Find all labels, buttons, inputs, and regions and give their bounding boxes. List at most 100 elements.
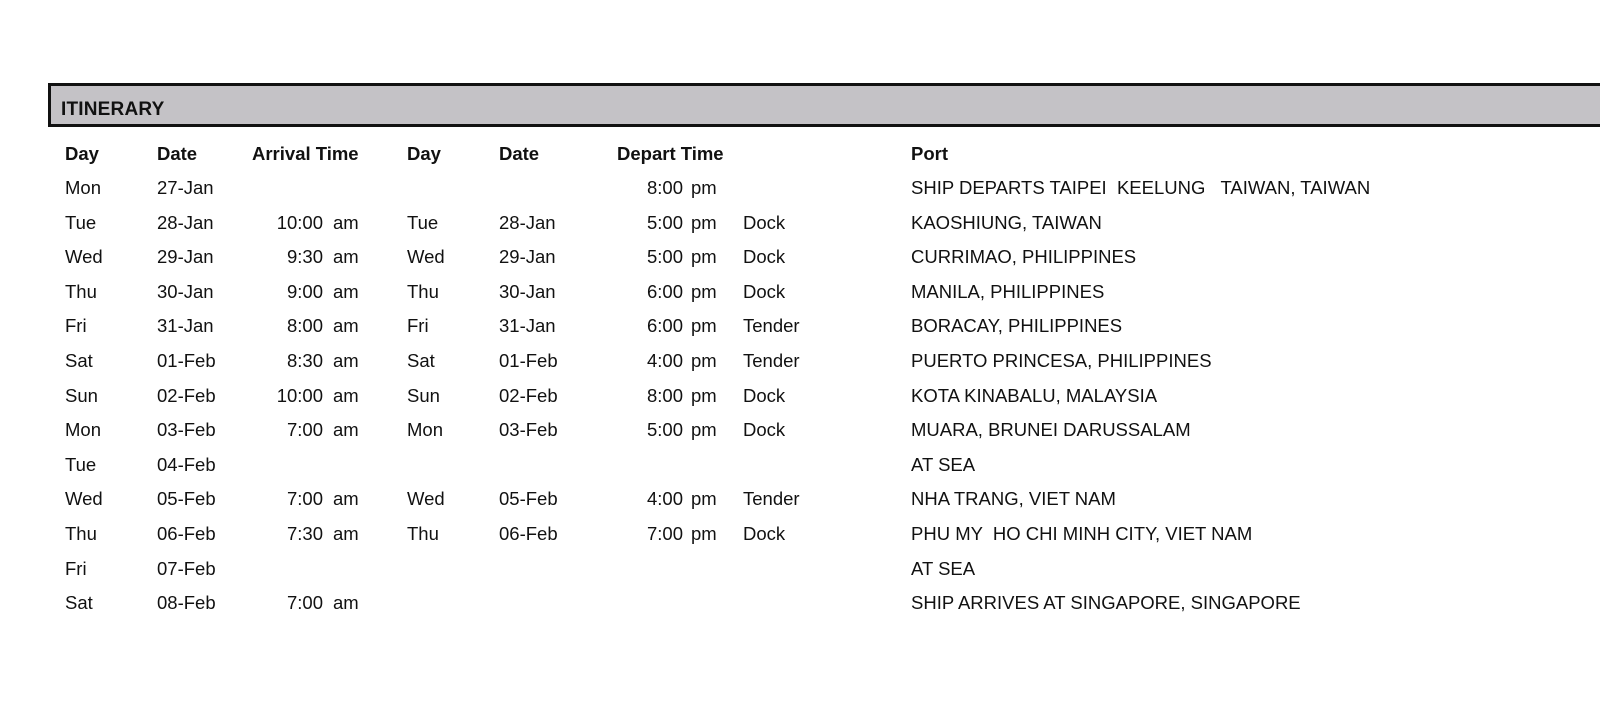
cell-port: CURRIMAO, PHILIPPINES [911, 246, 1137, 268]
header-depart-date: Date [499, 143, 540, 164]
cell-date: 01-Feb [157, 350, 216, 371]
cell-berth-type: Dock [743, 211, 786, 233]
cell-date: 07-Feb [157, 557, 216, 579]
cell-depart-ampm: pm [691, 350, 717, 371]
cell-port: NHA TRANG, VIET NAM [911, 488, 1116, 510]
cell-day: Fri [65, 315, 87, 337]
cell-day: Fri [65, 557, 87, 579]
cell-arrival-ampm: am [333, 419, 359, 441]
table-row: Sun 02-Feb 10:00 am Sun 02-Feb 8:00 pm Dock KOTA … [0, 385, 1600, 415]
cell-date: 05-Feb [157, 488, 216, 510]
cell-depart-date: 31-Jan [499, 315, 556, 337]
cell-day: Thu [65, 280, 97, 302]
cell-depart-date: 03-Feb [499, 419, 558, 441]
cell-berth-type: Dock [743, 523, 786, 544]
cell-date: 31-Jan [157, 315, 214, 337]
cell-arrival-ampm: am [333, 384, 359, 406]
cell-depart-day: Wed [407, 246, 445, 268]
table-row: Fri 07-Feb AT SEA [0, 558, 1600, 588]
cell-arrival-time: 9:00 [286, 280, 323, 302]
table-header: Day Date Arrival Time Day Date Depart Ti… [0, 143, 1600, 173]
cell-depart-day: Sat [407, 350, 435, 371]
cell-port: MANILA, PHILIPPINES [911, 280, 1105, 302]
cell-day: Tue [65, 211, 97, 233]
cell-port: SHIP ARRIVES AT SINGAPORE, SINGAPORE [911, 592, 1301, 614]
cell-depart-day: Thu [407, 523, 439, 544]
cell-depart-time: 5:00 [646, 211, 683, 233]
table-row: Mon 27-Jan 8:00 pm SHIP DEPARTS TAIPEI KEELU… [0, 177, 1600, 207]
cell-day: Wed [65, 246, 103, 268]
cell-day: Sat [65, 592, 93, 614]
cell-depart-ampm: pm [691, 488, 717, 510]
cell-depart-ampm: pm [691, 177, 717, 198]
cell-date: 03-Feb [157, 419, 216, 441]
cell-depart-time: 8:00 [646, 177, 683, 198]
cell-port: AT SEA [911, 453, 976, 475]
cell-berth-type: Tender [743, 315, 800, 337]
cell-date: 28-Jan [157, 211, 214, 233]
cell-berth-type: Tender [743, 350, 800, 371]
cell-depart-date: 06-Feb [499, 523, 558, 544]
cell-arrival-time: 10:00 [276, 211, 323, 233]
cell-arrival-time: 7:00 [286, 488, 323, 510]
cell-date: 30-Jan [157, 280, 214, 302]
cell-day: Thu [65, 523, 97, 544]
cell-day: Mon [65, 177, 101, 198]
cell-day: Tue [65, 453, 97, 475]
cell-depart-date: 30-Jan [499, 280, 556, 302]
cell-port: MUARA, BRUNEI DARUSSALAM [911, 419, 1191, 441]
cell-arrival-time: 9:30 [286, 246, 323, 268]
cell-day: Wed [65, 488, 103, 510]
cell-port: PHU MY HO CHI MINH CITY, VIET NAM [911, 523, 1253, 544]
cell-depart-ampm: pm [691, 419, 717, 441]
table-row: Fri 31-Jan 8:00 am Fri 31-Jan 6:00 pm Tender BORA… [0, 315, 1600, 345]
cell-arrival-ampm: am [333, 350, 359, 371]
cell-depart-date: 29-Jan [499, 246, 556, 268]
cell-depart-day: Fri [407, 315, 429, 337]
cell-depart-day: Thu [407, 280, 439, 302]
cell-depart-day: Mon [407, 419, 443, 441]
cell-date: 02-Feb [157, 384, 216, 406]
cell-arrival-time: 8:30 [286, 350, 323, 371]
table-row: Tue 04-Feb AT SEA [0, 454, 1600, 484]
cell-depart-time: 5:00 [646, 419, 683, 441]
cell-berth-type: Tender [743, 488, 800, 510]
cell-depart-date: 02-Feb [499, 384, 558, 406]
cell-depart-time: 6:00 [646, 280, 683, 302]
cell-depart-ampm: pm [691, 384, 717, 406]
cell-arrival-ampm: am [333, 211, 359, 233]
cell-port: KOTA KINABALU, MALAYSIA [911, 384, 1158, 406]
table-row: Wed 05-Feb 7:00 am Wed 05-Feb 4:00 pm Tender NHA … [0, 488, 1600, 518]
cell-depart-day: Wed [407, 488, 445, 510]
cell-depart-ampm: pm [691, 315, 717, 337]
cell-depart-date: 01-Feb [499, 350, 558, 371]
cell-day: Sat [65, 350, 93, 371]
cell-depart-day: Sun [407, 384, 440, 406]
cell-arrival-ampm: am [333, 592, 359, 614]
cell-depart-time: 7:00 [646, 523, 683, 544]
cell-arrival-time: 7:00 [286, 592, 323, 614]
cell-date: 04-Feb [157, 453, 216, 475]
header-depart-time: Depart Time [617, 143, 724, 164]
cell-berth-type: Dock [743, 384, 786, 406]
cell-depart-date: 28-Jan [499, 211, 556, 233]
header-day: Day [65, 143, 99, 164]
cell-date: 08-Feb [157, 592, 216, 614]
cell-arrival-time: 7:00 [286, 419, 323, 441]
cell-date: 06-Feb [157, 523, 216, 544]
cell-arrival-time: 7:30 [286, 523, 323, 544]
cell-arrival-ampm: am [333, 246, 359, 268]
table-row: Mon 03-Feb 7:00 am Mon 03-Feb 5:00 pm Dock MUARA,… [0, 419, 1600, 449]
cell-depart-day: Tue [407, 211, 439, 233]
table-row: Thu 30-Jan 9:00 am Thu 30-Jan 6:00 pm Dock MANILA… [0, 281, 1600, 311]
header-arrival-time: Arrival Time [252, 143, 359, 164]
cell-depart-time: 4:00 [646, 350, 683, 371]
cell-depart-time: 8:00 [646, 384, 683, 406]
cell-port: PUERTO PRINCESA, PHILIPPINES [911, 350, 1212, 371]
cell-depart-ampm: pm [691, 280, 717, 302]
cell-port: BORACAY, PHILIPPINES [911, 315, 1123, 337]
cell-arrival-ampm: am [333, 488, 359, 510]
cell-depart-time: 5:00 [646, 246, 683, 268]
header-port: Port [911, 143, 948, 164]
cell-arrival-time: 8:00 [286, 315, 323, 337]
